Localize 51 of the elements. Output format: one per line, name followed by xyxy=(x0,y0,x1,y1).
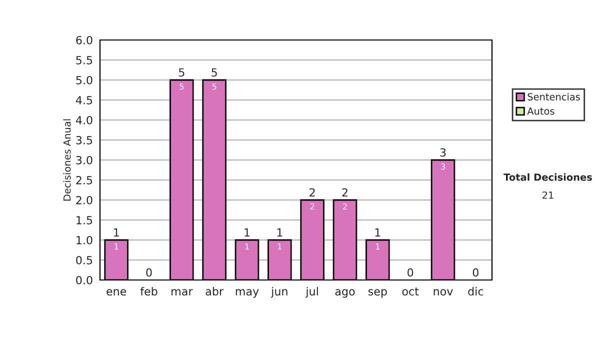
x-tick-label: may xyxy=(236,289,259,298)
total-label: 1 xyxy=(114,228,119,236)
x-tick-label: ene xyxy=(106,289,126,296)
x-tick-label: feb xyxy=(140,286,158,296)
x-tick-label: nov xyxy=(434,289,453,296)
data-label: 1 xyxy=(245,243,249,250)
y-tick-label: 6.0 xyxy=(76,36,92,44)
total-label: 2 xyxy=(310,188,315,196)
x-tick-label: oct xyxy=(402,288,419,296)
total-label: 1 xyxy=(375,228,380,236)
data-label: 2 xyxy=(310,203,314,210)
y-tick-label: 1.5 xyxy=(76,216,92,224)
data-label: 5 xyxy=(180,83,184,90)
y-tick-label: 2.0 xyxy=(76,196,92,204)
y-tick-label: 1.0 xyxy=(76,236,92,244)
y-tick-label: 2.5 xyxy=(76,176,92,184)
y-tick-label: 4.0 xyxy=(76,116,92,124)
legend-label: Sentencias xyxy=(528,92,580,100)
total-label: 1 xyxy=(277,228,282,236)
data-label: 1 xyxy=(278,243,282,250)
total-label: 3 xyxy=(440,148,446,157)
y-axis-title: Decisiones Anual xyxy=(63,119,71,201)
total-label: 0 xyxy=(472,268,478,277)
y-tick-label: 0.5 xyxy=(76,256,92,264)
data-label: 3 xyxy=(440,163,445,170)
x-tick-label: abr xyxy=(206,286,224,296)
x-tick-label: dic xyxy=(468,286,484,296)
total-label: 1 xyxy=(244,228,250,236)
y-tick-label: 3.5 xyxy=(76,136,92,144)
data-label: 2 xyxy=(342,203,347,210)
total-label: 2 xyxy=(342,188,348,196)
y-tick-label: 0.0 xyxy=(76,276,92,284)
total-label: 5 xyxy=(178,68,184,77)
x-tick-label: jul xyxy=(306,286,318,298)
text: Total Decisiones xyxy=(504,173,592,181)
total-label: 0 xyxy=(408,268,414,277)
total-label: 5 xyxy=(212,68,217,77)
y-tick-label: 4.5 xyxy=(76,96,92,104)
y-tick-label: 5.5 xyxy=(76,56,92,64)
data-label: 5 xyxy=(212,83,216,90)
total-label: 0 xyxy=(146,268,152,277)
x-tick-label: mar xyxy=(172,289,193,296)
x-tick-label: jun xyxy=(270,286,288,298)
x-tick-label: sep xyxy=(368,289,387,298)
y-tick-label: 5.0 xyxy=(76,76,92,84)
x-tick-label: ago xyxy=(335,289,355,298)
data-label: 1 xyxy=(376,243,380,250)
y-tick-label: 3.0 xyxy=(76,156,92,164)
legend-label: Autos xyxy=(527,108,554,115)
text: 21 xyxy=(542,191,554,199)
data-label: 1 xyxy=(114,243,118,250)
